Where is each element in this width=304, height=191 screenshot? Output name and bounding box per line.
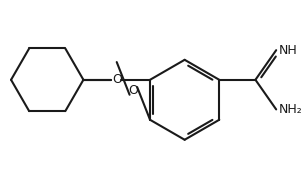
Text: O: O (128, 84, 138, 97)
Text: NH: NH (279, 44, 298, 57)
Text: NH₂: NH₂ (279, 103, 303, 116)
Text: O: O (112, 73, 122, 86)
